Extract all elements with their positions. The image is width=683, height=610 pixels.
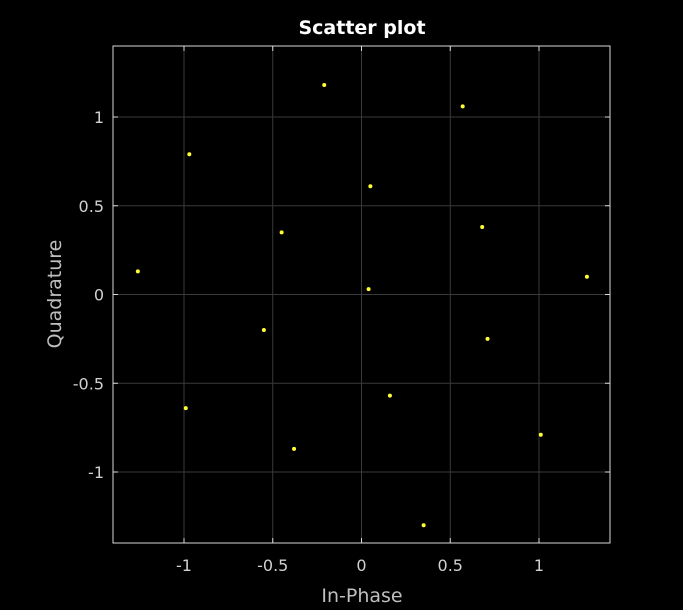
chart-title: Scatter plot <box>298 17 425 39</box>
data-point <box>485 336 490 341</box>
y-tick-label: 0 <box>94 286 104 305</box>
data-point <box>279 230 284 235</box>
data-points <box>135 83 589 528</box>
data-point <box>538 432 543 437</box>
x-tick-label: 1 <box>534 556 544 575</box>
x-tick-label: 0 <box>356 556 366 575</box>
grid-lines <box>113 46 610 543</box>
y-axis-label: Quadrature <box>44 240 66 349</box>
y-tick-label: -1 <box>88 463 104 482</box>
x-axis-label: In-Phase <box>321 585 402 607</box>
data-point <box>322 83 327 88</box>
data-point <box>387 393 392 398</box>
x-tick-label: -0.5 <box>257 556 288 575</box>
data-point <box>480 225 485 230</box>
data-point <box>584 274 589 279</box>
data-point <box>292 446 297 451</box>
y-tick-label: 1 <box>94 108 104 127</box>
x-tick-label: 0.5 <box>438 556 463 575</box>
y-tick-label: -0.5 <box>73 374 104 393</box>
data-point <box>368 184 373 189</box>
data-point <box>187 152 192 157</box>
y-tick-label: 0.5 <box>79 197 104 216</box>
x-tick-label: -1 <box>176 556 192 575</box>
data-point <box>261 328 266 332</box>
data-point <box>366 287 371 292</box>
data-point <box>460 104 465 109</box>
data-point <box>135 269 140 274</box>
data-point <box>421 523 426 528</box>
axis-ticks: -1 -0.5 0 0.5 1 -1 -0.5 0 0.5 1 <box>73 46 610 575</box>
data-point <box>183 406 188 411</box>
